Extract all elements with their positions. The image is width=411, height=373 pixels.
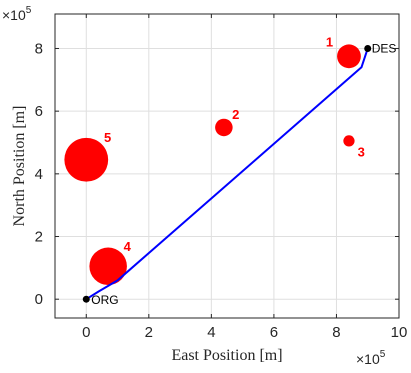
x-exponent-base: ×10	[356, 351, 380, 367]
x-tick-label: 6	[270, 324, 278, 341]
obstacle-2-circle	[215, 118, 233, 137]
trajectory	[85, 48, 369, 301]
x-tick-label: 4	[207, 324, 215, 341]
waypoints: ORG DES	[82, 41, 397, 307]
obstacle-5-label: 5	[104, 130, 111, 145]
obstacle-3-circle	[343, 135, 355, 147]
plot-frame	[54, 13, 400, 319]
x-tick-label: 2	[145, 324, 153, 341]
y-axis-label: North Position [m]	[11, 106, 28, 227]
trajectory-line	[85, 48, 369, 301]
y-tick-label: 2	[35, 229, 43, 246]
obstacle-1-circle	[337, 44, 361, 69]
y-exponent-power: 5	[26, 5, 32, 16]
y-tick-label: 4	[35, 166, 43, 183]
obstacle-4-circle	[89, 247, 127, 286]
y-tick-label: 8	[35, 40, 43, 57]
obstacle-4-label: 4	[124, 239, 132, 254]
y-tick-label: 0	[35, 291, 43, 308]
y-axis-exponent: ×105	[2, 5, 32, 23]
x-axis-label: East Position [m]	[171, 347, 282, 364]
obstacles: 1 2 3 4 5	[64, 34, 365, 286]
x-axis-exponent: ×105	[356, 349, 386, 367]
obstacle-1-label: 1	[326, 34, 333, 49]
axis-ticks: 0 2 4 6 8 10 0 2 4 6 8	[35, 14, 408, 341]
obstacle-5-circle	[64, 137, 109, 182]
x-tick-label: 10	[391, 324, 408, 341]
x-tick-label: 8	[332, 324, 340, 341]
waypoint-des-marker	[364, 44, 372, 52]
waypoint-des-label: DES	[372, 41, 397, 55]
waypoint-org-marker	[82, 295, 90, 303]
obstacle-2-label: 2	[232, 107, 239, 122]
x-tick-label: 0	[82, 324, 90, 341]
y-exponent-base: ×10	[2, 7, 26, 23]
waypoint-org-label: ORG	[91, 293, 118, 307]
x-exponent-power: 5	[380, 349, 386, 360]
y-tick-label: 6	[35, 103, 43, 120]
obstacle-3-label: 3	[358, 145, 365, 160]
